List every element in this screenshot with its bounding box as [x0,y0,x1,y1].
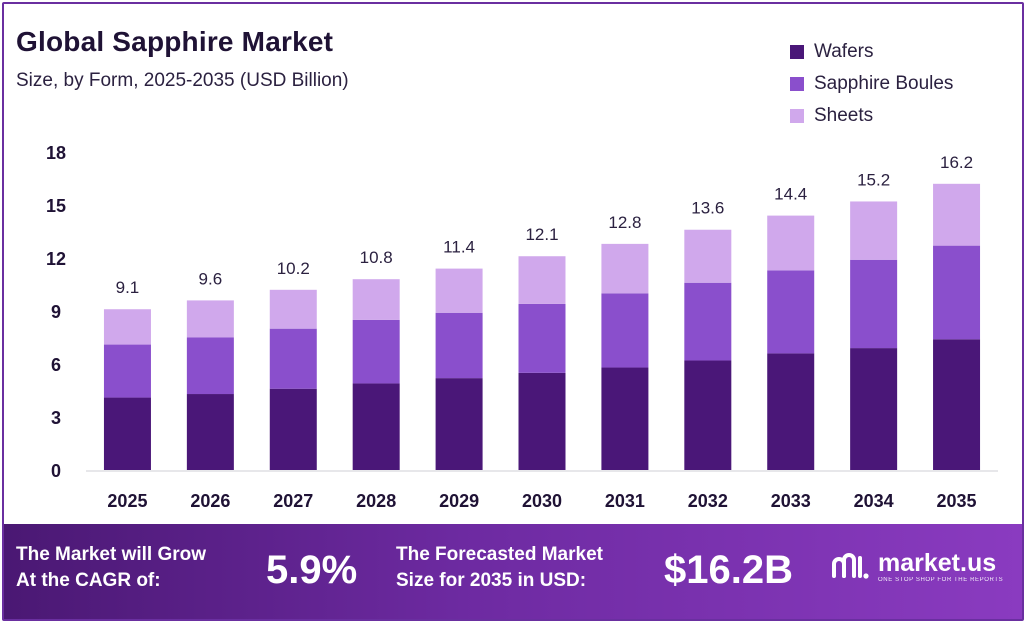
bar-segment-sapphire-boules [601,293,649,368]
bar-total-label: 16.2 [940,153,973,172]
legend-label-sapphire-boules: Sapphire Boules [814,73,954,94]
x-tick-label: 2027 [273,491,313,511]
bar-segment-sapphire-boules [186,337,234,395]
forecast-label-line1: The Forecasted Market [396,544,603,565]
bar-total-label: 12.1 [525,225,558,244]
bar-segment-sheets [269,289,317,329]
x-tick-label: 2030 [522,491,562,511]
chart-legend: Wafers Sapphire Boules Sheets [790,36,953,132]
legend-swatch-sapphire-boules [790,77,804,91]
y-tick-label: 6 [51,355,61,375]
bar-segment-sapphire-boules [850,259,898,349]
market-us-logo-icon [832,553,869,579]
forecast-value: $16.2B [664,548,793,592]
summary-band: The Market will Grow At the CAGR of: 5.9… [4,524,1022,619]
bar-segment-sheets [684,229,732,283]
cagr-label-line2: At the CAGR of: [16,570,161,591]
bar-total-label: 10.8 [360,248,393,267]
chart-title: Global Sapphire Market [16,26,334,57]
cagr-label: The Market will Grow At the CAGR of: [16,542,206,594]
bar-segment-sheets [352,279,400,320]
bar-segment-sapphire-boules [684,282,732,361]
bar-segment-wafers [103,397,151,470]
bar-segment-wafers [601,367,649,470]
bar-segment-wafers [435,378,483,470]
stacked-bar-chart: 0 3 6 9 12 15 18 9.1 2025 9.6 2026 10.2 2027 10.8 2028… [46,143,998,511]
bar-segment-wafers [518,372,566,470]
bar-segment-sheets [518,256,566,304]
brand-name: market.us [878,549,997,577]
bar-segment-sheets [186,300,234,338]
y-tick-label: 18 [46,143,66,163]
bar-segment-sheets [435,268,483,313]
bar-segment-wafers [684,360,732,470]
y-tick-label: 0 [51,461,61,481]
y-tick-label: 12 [46,249,66,269]
legend-swatch-sheets [790,109,804,123]
x-tick-label: 2028 [356,491,396,511]
x-tick-label: 2035 [937,491,977,511]
x-tick-label: 2034 [854,491,894,511]
bar-segment-sheets [850,201,898,260]
bar-total-label: 11.4 [443,238,475,257]
x-tick-label: 2033 [771,491,811,511]
y-tick-label: 9 [51,302,61,322]
bar-segment-sapphire-boules [352,319,400,384]
bar-segment-wafers [933,339,981,470]
bar-segment-sapphire-boules [767,270,815,354]
forecast-label: The Forecasted Market Size for 2035 in U… [396,542,603,594]
bar-segment-sapphire-boules [435,312,483,379]
bar-segment-wafers [186,394,234,470]
legend-item-sheets: Sheets [790,100,953,132]
brand-logo: market.us ONE STOP SHOP FOR THE REPORTS [830,550,1003,584]
bar-segment-sheets [103,309,151,345]
bar-total-label: 13.6 [691,199,724,218]
brand-text: market.us ONE STOP SHOP FOR THE REPORTS [878,550,1003,584]
x-tick-label: 2029 [439,491,479,511]
bar-segment-sapphire-boules [269,328,317,389]
bar-segment-wafers [269,388,317,470]
legend-label-sheets: Sheets [814,105,874,126]
brand-tagline: ONE STOP SHOP FOR THE REPORTS [878,577,1004,583]
bar-total-label: 9.1 [116,278,140,297]
cagr-value: 5.9% [266,548,358,592]
x-tick-label: 2025 [107,491,147,511]
chart-subtitle: Size, by Form, 2025-2035 (USD Billion) [16,70,349,91]
bar-total-label: 12.8 [608,213,641,232]
bar-segment-wafers [850,348,898,470]
x-tick-label: 2031 [605,491,645,511]
y-tick-label: 15 [46,196,66,216]
x-tick-label: 2026 [190,491,230,511]
bar-segment-sheets [601,243,649,294]
bar-segment-sheets [933,183,981,246]
legend-item-sapphire-boules: Sapphire Boules [790,68,953,100]
legend-label-wafers: Wafers [814,41,874,62]
bar-total-label: 10.2 [277,259,310,278]
bar-segment-sapphire-boules [518,303,566,373]
x-tick-label: 2032 [688,491,728,511]
bar-segment-sheets [767,215,815,271]
cagr-label-line1: The Market will Grow [16,544,207,565]
bar-total-label: 14.4 [774,185,807,204]
bar-segment-sapphire-boules [103,344,151,398]
legend-item-wafers: Wafers [790,36,953,68]
bar-total-label: 15.2 [857,170,890,189]
bar-segment-sapphire-boules [933,245,981,340]
bar-segment-wafers [767,353,815,470]
legend-swatch-wafers [790,45,804,59]
bar-segment-wafers [352,383,400,470]
y-tick-label: 3 [51,408,61,428]
forecast-label-line2: Size for 2035 in USD: [396,570,587,591]
bar-total-label: 9.6 [199,269,223,288]
